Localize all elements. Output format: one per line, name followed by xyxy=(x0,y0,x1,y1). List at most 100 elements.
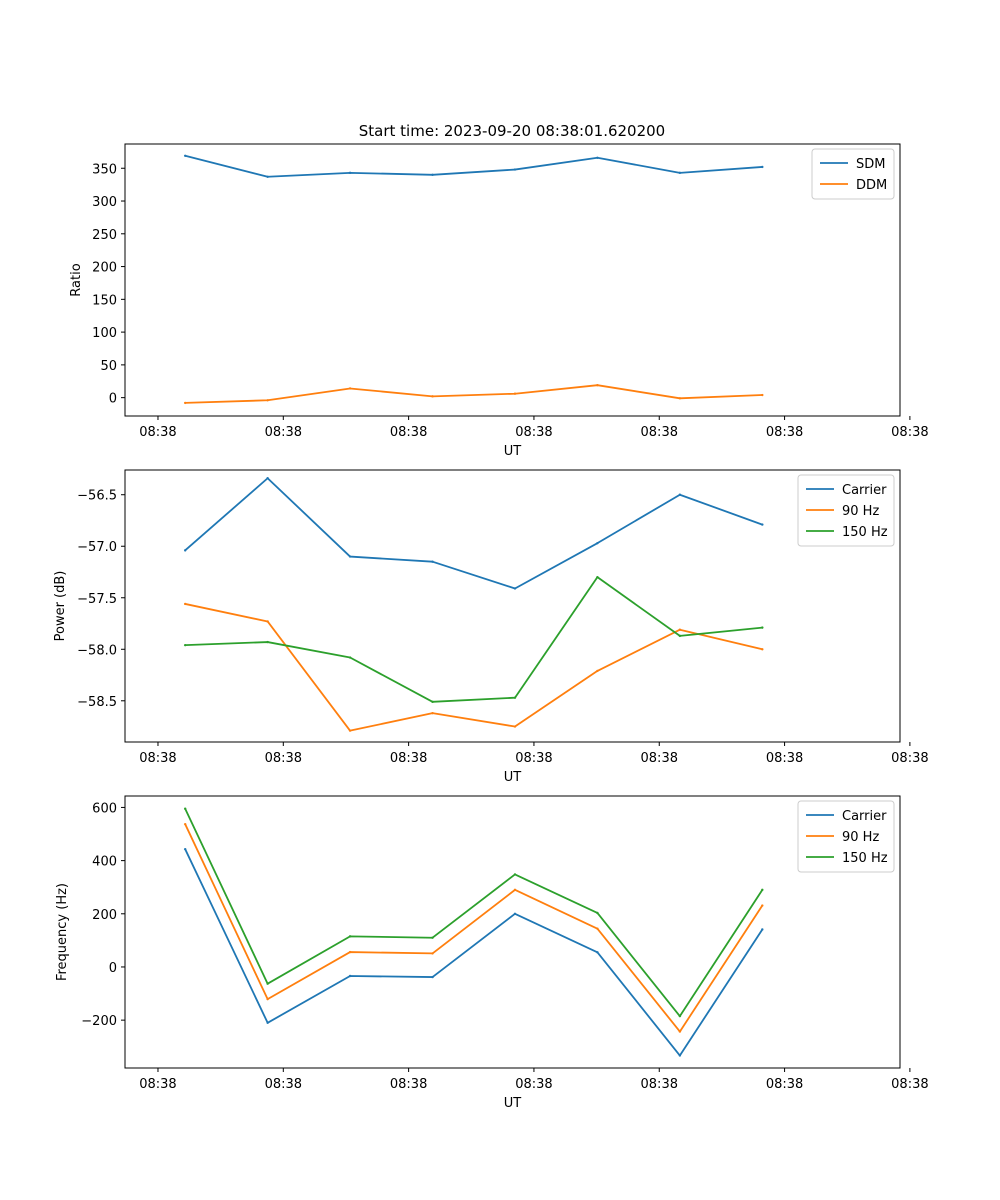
legend-entry: SDM xyxy=(856,157,885,172)
data-point-ddm xyxy=(678,397,682,400)
data-point-90-hz xyxy=(761,648,764,651)
data-point-sdm xyxy=(431,173,434,177)
chart-panel-3: 08:38 08:38 08:38 08:38 08:38 08:38 08:38 −200 0… xyxy=(55,795,929,1111)
y-tick-label: 150 xyxy=(92,293,117,308)
y-tick-label: 200 xyxy=(92,261,117,276)
y-axis-label: Ratio xyxy=(69,263,84,296)
data-point-150-hz xyxy=(183,643,187,647)
data-point-ddm xyxy=(348,387,352,390)
chart-panel-1: 08:38 08:38 08:38 08:38 08:38 08:38 08:38 0 50 10… xyxy=(69,143,929,459)
data-point-150-hz xyxy=(596,575,599,579)
data-point-90-hz xyxy=(678,628,682,631)
data-point-ddm xyxy=(431,395,434,398)
data-point-carrier xyxy=(266,1021,269,1024)
data-point-ddm xyxy=(183,401,187,405)
data-point-ddm xyxy=(761,393,764,397)
x-tick-label: 08:38 xyxy=(766,1077,803,1092)
data-point-carrier xyxy=(513,587,517,590)
plot-frame xyxy=(124,469,901,743)
data-point-sdm xyxy=(678,171,682,175)
data-point-carrier xyxy=(431,975,434,979)
data-point-90-hz xyxy=(596,669,599,673)
legend-entry: Carrier xyxy=(842,483,887,498)
data-point-sdm xyxy=(761,165,764,169)
x-tick-label: 08:38 xyxy=(515,1077,552,1092)
x-tick-label: 08:38 xyxy=(891,425,928,440)
chart-panel-2: 08:38 08:38 08:38 08:38 08:38 08:38 08:38 −58.5… xyxy=(53,469,929,785)
y-tick-label: 250 xyxy=(92,228,117,243)
legend-box xyxy=(811,148,895,200)
series-line-90-hz xyxy=(184,823,764,1033)
x-tick-label: 08:38 xyxy=(390,425,427,440)
series-line-ddm xyxy=(185,384,763,404)
data-point-90-hz xyxy=(266,997,269,1001)
series-line-carrier xyxy=(184,477,763,590)
y-axis-label: Frequency (Hz) xyxy=(55,883,70,981)
legend: SDM DDM xyxy=(811,148,895,200)
x-tick-label: 08:38 xyxy=(390,751,427,766)
data-point-ddm xyxy=(513,392,517,395)
x-axis-label: UT xyxy=(504,444,522,459)
data-point-sdm xyxy=(266,175,269,178)
x-tick-label: 08:38 xyxy=(139,1077,176,1092)
y-tick-label: −56.5 xyxy=(77,489,117,504)
data-point-150-hz xyxy=(266,982,269,985)
data-point-carrier xyxy=(183,847,187,851)
x-tick-label: 08:38 xyxy=(265,1077,302,1092)
series-line-150-hz xyxy=(184,808,764,1018)
data-point-carrier xyxy=(266,477,269,480)
legend-box xyxy=(797,800,895,873)
y-tick-label: −57.0 xyxy=(77,540,117,555)
x-tick-label: 08:38 xyxy=(766,751,803,766)
data-point-90-hz xyxy=(183,822,187,826)
data-point-carrier xyxy=(761,928,764,931)
data-point-carrier xyxy=(431,560,434,563)
x-tick-label: 08:38 xyxy=(515,751,552,766)
y-tick-label: 300 xyxy=(92,195,117,210)
data-point-sdm xyxy=(513,168,517,171)
y-tick-label: 200 xyxy=(92,908,117,923)
y-tick-label: 350 xyxy=(92,162,117,177)
y-tick-label: 400 xyxy=(92,855,117,870)
data-point-carrier xyxy=(513,912,517,915)
x-tick-label: 08:38 xyxy=(515,425,552,440)
data-point-150-hz xyxy=(431,700,434,704)
legend-entry: 90 Hz xyxy=(842,830,879,845)
y-tick-label: −57.5 xyxy=(77,592,117,607)
data-point-90-hz xyxy=(348,729,352,732)
data-point-90-hz xyxy=(678,1030,682,1033)
y-tick-label: 600 xyxy=(92,801,117,816)
data-point-carrier xyxy=(761,523,764,526)
data-point-150-hz xyxy=(596,911,599,915)
y-tick-label: 0 xyxy=(109,392,117,407)
data-point-150-hz xyxy=(183,807,187,810)
data-point-150-hz xyxy=(348,656,352,659)
data-point-ddm xyxy=(596,383,599,387)
figure-title: Start time: 2023-09-20 08:38:01.620200 xyxy=(359,122,665,140)
data-point-carrier xyxy=(183,549,187,552)
data-point-150-hz xyxy=(761,888,764,892)
legend-entry: 150 Hz xyxy=(842,525,888,540)
x-tick-label: 08:38 xyxy=(265,425,302,440)
data-point-sdm xyxy=(348,171,352,175)
data-point-carrier xyxy=(596,951,599,954)
y-tick-label: 100 xyxy=(92,326,117,341)
y-tick-label: −58.0 xyxy=(77,643,117,658)
y-tick-label: −58.5 xyxy=(77,695,117,710)
data-point-150-hz xyxy=(761,626,764,629)
legend-entry: DDM xyxy=(856,178,887,193)
data-point-150-hz xyxy=(348,935,352,938)
plot-frame xyxy=(124,143,901,417)
data-point-150-hz xyxy=(678,1014,682,1018)
x-tick-label: 08:38 xyxy=(139,751,176,766)
x-tick-label: 08:38 xyxy=(390,1077,427,1092)
legend: Carrier 90 Hz 150 Hz xyxy=(797,474,895,547)
data-point-90-hz xyxy=(761,904,764,907)
data-point-sdm xyxy=(183,154,187,157)
data-point-90-hz xyxy=(431,711,434,715)
y-tick-label: −200 xyxy=(81,1014,117,1029)
data-point-150-hz xyxy=(431,936,434,939)
x-tick-label: 08:38 xyxy=(139,425,176,440)
x-tick-label: 08:38 xyxy=(641,425,678,440)
